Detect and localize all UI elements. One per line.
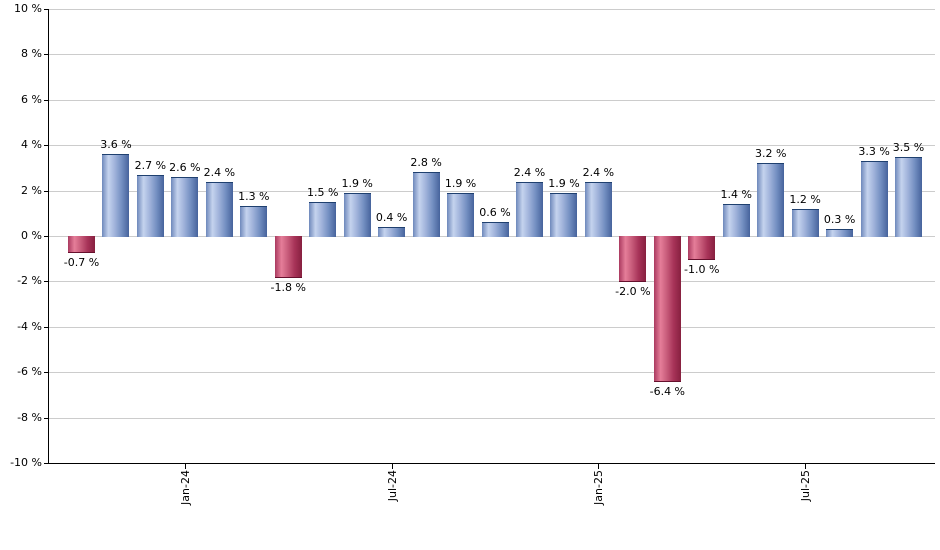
x-axis-tick-label: Jan-24: [178, 470, 192, 505]
y-axis-tick-label: -2 %: [17, 274, 42, 288]
y-axis-tick-label: 10 %: [14, 2, 42, 15]
bar[interactable]: [757, 163, 785, 238]
y-tick-mark: [44, 372, 48, 374]
bar-value-label: -0.7 %: [63, 255, 100, 269]
y-gridline: [48, 54, 935, 56]
bar[interactable]: [447, 192, 475, 237]
bar[interactable]: [791, 208, 819, 237]
y-gridline: [48, 372, 935, 374]
bar-value-label: -1.0 %: [684, 262, 720, 276]
bar[interactable]: [343, 192, 371, 237]
bar[interactable]: [619, 236, 647, 282]
bar-value-label: 2.6 %: [169, 160, 201, 174]
bar[interactable]: [378, 226, 406, 237]
bar-value-label: 1.2 %: [789, 192, 821, 206]
bar[interactable]: [136, 174, 164, 237]
y-gridline: [48, 99, 935, 101]
x-axis-tick-label: Jul-25: [799, 470, 813, 502]
bar-value-label: 1.3 %: [238, 190, 270, 204]
bar-value-label: 1.9 %: [548, 176, 580, 190]
x-tick-mark: [184, 464, 186, 469]
y-gridline: [48, 145, 935, 147]
bar[interactable]: [309, 201, 337, 237]
y-gridline: [48, 326, 935, 328]
y-tick-mark: [44, 9, 48, 10]
y-axis-tick-label: 8 %: [21, 47, 42, 61]
bar-value-label: 2.8 %: [410, 156, 442, 170]
bar[interactable]: [412, 172, 440, 238]
bar[interactable]: [68, 236, 95, 253]
y-tick-mark: [44, 281, 48, 283]
y-tick-mark: [44, 54, 48, 56]
y-tick-mark: [44, 145, 48, 147]
bar[interactable]: [515, 181, 543, 237]
bar-value-label: 1.9 %: [444, 176, 477, 190]
bar[interactable]: [102, 154, 130, 238]
x-axis-tick-label: Jan-25: [592, 470, 606, 505]
y-axis-tick-label: -10 %: [10, 456, 42, 469]
y-tick-mark: [44, 417, 48, 419]
y-tick-mark: [44, 190, 48, 192]
bar[interactable]: [860, 161, 888, 238]
x-tick-mark: [805, 464, 807, 469]
y-gridline: [48, 9, 935, 10]
bar-value-label: 2.4 %: [513, 165, 546, 179]
y-axis-line: [48, 9, 49, 464]
bar[interactable]: [274, 236, 302, 278]
x-axis-line: [48, 463, 935, 464]
y-gridline: [48, 281, 935, 283]
y-axis-tick-label: -4 %: [17, 319, 42, 333]
bar-value-label: 0.6 %: [479, 206, 511, 220]
bar-value-label: 0.4 %: [375, 210, 408, 224]
y-axis-tick-label: 0 %: [21, 229, 42, 242]
x-axis-tick-label: Jul-24: [385, 470, 399, 502]
bar[interactable]: [653, 236, 681, 382]
bar[interactable]: [205, 181, 233, 237]
x-tick-mark: [598, 464, 600, 469]
y-tick-mark: [44, 463, 48, 464]
bar-value-label: 1.4 %: [720, 188, 752, 202]
bar[interactable]: [550, 192, 578, 237]
bar[interactable]: [826, 229, 854, 238]
bar-value-label: 0.3 %: [823, 213, 856, 227]
y-gridline: [48, 417, 935, 419]
y-axis-tick-label: -6 %: [17, 365, 42, 379]
bar[interactable]: [240, 206, 268, 238]
y-tick-mark: [44, 326, 48, 328]
x-tick-mark: [391, 464, 393, 469]
bar[interactable]: [688, 236, 716, 260]
bar-value-label: 2.4 %: [582, 165, 615, 179]
bar-value-label: 1.5 %: [306, 185, 339, 199]
bar-value-label: 2.4 %: [203, 165, 236, 179]
bar-value-label: 3.2 %: [754, 147, 787, 161]
y-axis-tick-label: -8 %: [17, 410, 42, 424]
y-tick-mark: [44, 99, 48, 101]
bar-value-label: 3.6 %: [100, 138, 132, 152]
bar-value-label: 3.3 %: [858, 145, 890, 159]
bar[interactable]: [171, 176, 199, 237]
bar[interactable]: [722, 204, 750, 238]
bar-value-label: 3.5 %: [892, 140, 925, 154]
bar-value-label: -2.0 %: [615, 285, 651, 299]
y-gridline: [48, 190, 935, 192]
bar[interactable]: [895, 156, 923, 237]
bar[interactable]: [584, 181, 612, 237]
plot-area: -0.7 % 3.6 % 2.7 % 2.6 % 2.4 % 1.3 % -1.8 % 1.5…: [48, 9, 935, 463]
bar-value-label: -1.8 %: [270, 280, 306, 294]
bar-value-label: 2.7 %: [134, 158, 167, 172]
bar-value-label: 1.9 %: [341, 176, 373, 190]
bar-value-label: -6.4 %: [649, 385, 686, 399]
y-axis-tick-label: 6 %: [21, 92, 42, 106]
y-axis-tick-label: 4 %: [21, 138, 42, 152]
bar[interactable]: [481, 222, 509, 238]
y-tick-mark: [44, 236, 48, 237]
y-axis-tick-label: 2 %: [21, 183, 42, 197]
